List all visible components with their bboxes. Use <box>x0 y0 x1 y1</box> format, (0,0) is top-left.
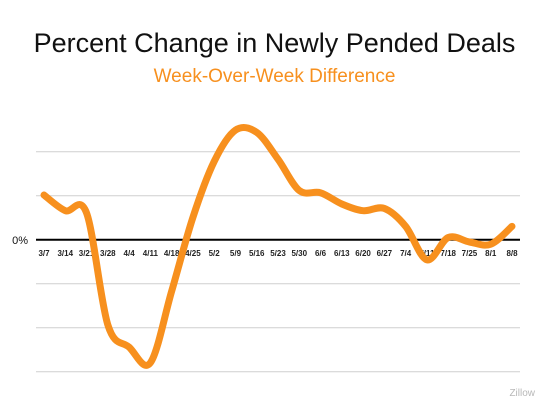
zero-axis: 0% <box>12 235 520 247</box>
x-tick-label: 5/30 <box>291 249 307 258</box>
x-tick-label: 5/2 <box>209 249 221 258</box>
x-axis-tick-labels: 3/7 3/14 3/21 3/28 4/4 4/11 4/18 4/25 5/2 5/9 5/16… <box>38 249 518 258</box>
x-tick-label: 5/9 <box>230 249 242 258</box>
x-tick-label: 6/20 <box>355 249 371 258</box>
x-tick-label: 6/6 <box>315 249 327 258</box>
x-tick-label: 5/16 <box>249 249 265 258</box>
x-tick-label: 8/1 <box>485 249 497 258</box>
series-line <box>40 123 516 369</box>
x-tick-label: 6/13 <box>334 249 350 258</box>
chart-subtitle: Week-Over-Week Difference <box>153 66 396 87</box>
x-tick-label: 5/23 <box>270 249 286 258</box>
x-tick-label: 4/18 <box>164 249 180 258</box>
x-tick-label: 3/21 <box>79 249 95 258</box>
x-tick-label: 7/11 <box>419 249 435 258</box>
series-lines <box>40 123 516 369</box>
chart-title: Percent Change in Newly Pended Deals <box>33 28 516 58</box>
x-tick-label: 3/7 <box>38 249 50 258</box>
x-tick-label: 7/18 <box>440 249 456 258</box>
x-tick-label: 7/4 <box>400 249 412 258</box>
x-tick-label: 3/14 <box>57 249 73 258</box>
x-tick-label: 8/8 <box>506 249 518 258</box>
gridlines <box>36 151 520 373</box>
x-tick-label: 4/11 <box>143 249 159 258</box>
x-tick-label: 4/25 <box>185 249 201 258</box>
x-tick-label: 7/25 <box>462 249 478 258</box>
x-tick-label: 4/4 <box>124 249 136 258</box>
source-credit: Zillow <box>509 388 535 399</box>
x-tick-label: 3/28 <box>100 249 116 258</box>
zero-label: 0% <box>12 235 28 247</box>
x-tick-label: 6/27 <box>377 249 393 258</box>
